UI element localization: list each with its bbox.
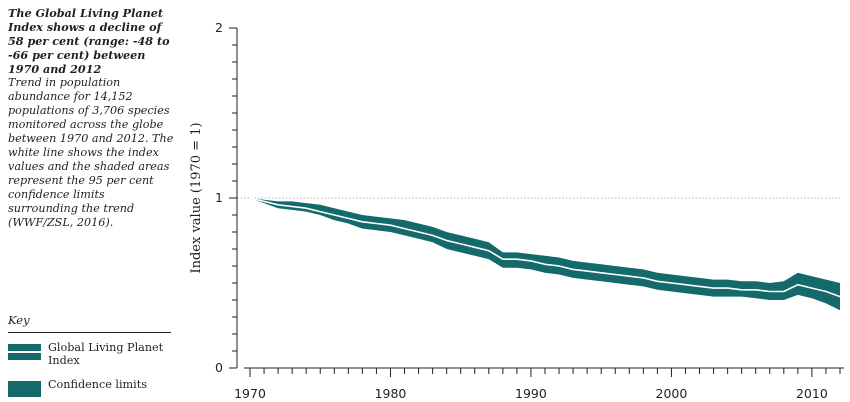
confidence-band-swatch bbox=[8, 381, 41, 397]
y-tick-label: 2 bbox=[215, 20, 223, 35]
y-tick-label: 0 bbox=[215, 360, 223, 375]
chart-caption: The Global Living Planet Index shows a d… bbox=[8, 6, 176, 230]
caption-body: Trend in population abundance for 14,152… bbox=[8, 76, 174, 229]
y-axis-title: Index value (1970 = 1) bbox=[189, 122, 204, 273]
legend-label-index: Global Living Planet Index bbox=[48, 341, 164, 367]
legend-item-index: Global Living Planet Index bbox=[8, 341, 173, 367]
confidence-band bbox=[250, 198, 840, 311]
legend-label-confidence: Confidence limits bbox=[48, 378, 147, 391]
y-tick-label: 1 bbox=[215, 190, 223, 205]
x-tick-label: 1990 bbox=[515, 386, 547, 401]
key-title: Key bbox=[8, 313, 30, 327]
index-line bbox=[249, 197, 841, 298]
index-line-swatch bbox=[8, 344, 41, 360]
x-tick-label: 2010 bbox=[796, 386, 828, 401]
x-tick-label: 1970 bbox=[234, 386, 266, 401]
x-tick-label: 1980 bbox=[375, 386, 407, 401]
caption-headline: The Global Living Planet Index shows a d… bbox=[8, 6, 170, 76]
x-tick-label: 2000 bbox=[656, 386, 688, 401]
legend-item-confidence: Confidence limits bbox=[8, 378, 173, 397]
key-divider bbox=[8, 332, 171, 333]
